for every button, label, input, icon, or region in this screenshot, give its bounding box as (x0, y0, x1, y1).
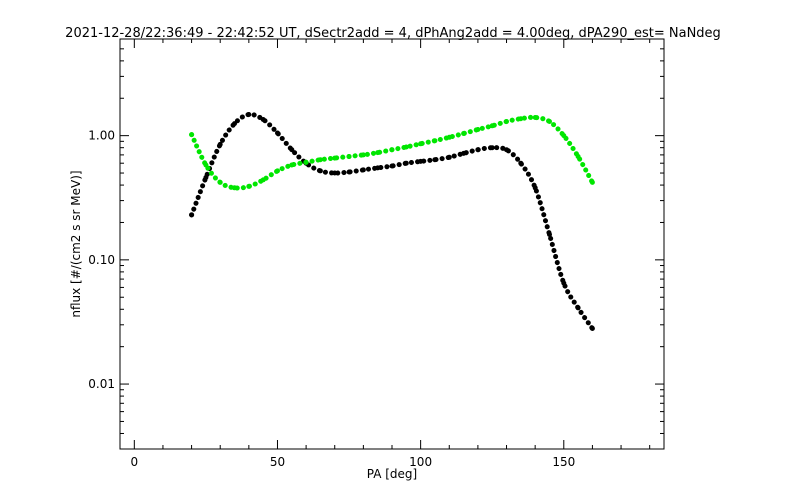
data-point (189, 132, 195, 138)
data-point (260, 117, 266, 122)
x-tick-label: 100 (409, 455, 432, 469)
data-point (360, 152, 366, 158)
data-point (389, 147, 395, 153)
series-line-0 (189, 111, 595, 331)
data-point (589, 179, 595, 185)
data-point (189, 212, 195, 218)
ticks-layer: 0 50 100 150 0.01 0.10 1.00 (88, 38, 664, 469)
data-point (403, 144, 409, 150)
data-point (561, 133, 567, 139)
data-point (589, 326, 595, 331)
data-point (289, 162, 295, 168)
data-point (418, 141, 424, 147)
data-point (217, 179, 223, 185)
data-point (317, 168, 323, 174)
data-point (432, 157, 438, 163)
x-tick-label: 150 (552, 455, 575, 469)
data-point (303, 159, 309, 165)
data-point (275, 168, 280, 174)
data-point (217, 141, 223, 147)
data-point (232, 185, 237, 191)
data-point (203, 162, 209, 168)
data-point (547, 119, 552, 124)
data-point (275, 130, 280, 136)
data-point (518, 160, 524, 166)
data-point (375, 150, 381, 156)
data-point (489, 123, 495, 129)
data-point (418, 158, 424, 164)
data-point (289, 147, 295, 153)
data-point (561, 280, 567, 286)
y-tick-label: 1.00 (88, 129, 115, 143)
data-point (518, 116, 524, 122)
data-point (432, 138, 438, 144)
data-point (489, 145, 495, 151)
data-point (317, 157, 323, 163)
data-point (532, 185, 538, 191)
y-axis-label: nflux [#/(cm2 s sr MeV)] (69, 170, 83, 317)
x-tick-label: 50 (270, 455, 285, 469)
y-tick-label: 0.01 (88, 377, 115, 391)
data-point (504, 119, 509, 124)
plot-frame (119, 38, 665, 450)
data-point (346, 154, 352, 159)
data-point (246, 183, 252, 189)
data-point (547, 232, 552, 237)
data-point (346, 169, 352, 175)
data-point (475, 147, 481, 153)
data-point (332, 170, 338, 176)
x-tick-label: 0 (130, 455, 138, 469)
y-tick-label: 0.10 (88, 253, 115, 267)
data-point (575, 154, 581, 159)
data-point (389, 163, 395, 169)
data-point (360, 167, 366, 173)
data-point (446, 154, 452, 160)
data-point (232, 121, 237, 127)
data-point (375, 165, 381, 171)
data-point (446, 134, 452, 140)
data-point (203, 175, 209, 180)
data-point (575, 305, 581, 311)
data-point (461, 150, 467, 156)
data-point (246, 112, 252, 117)
data-point (461, 131, 467, 136)
x-axis-label: PA [deg] (367, 467, 417, 481)
data-point (260, 177, 266, 183)
data-point (532, 115, 538, 120)
data-point (332, 155, 338, 161)
series-layer (189, 111, 595, 331)
data-point (403, 160, 409, 166)
data-point (504, 147, 509, 153)
chart-title: 2021-12-28/22:36:49 - 22:42:52 UT, dSect… (65, 26, 721, 41)
data-point (475, 127, 481, 132)
